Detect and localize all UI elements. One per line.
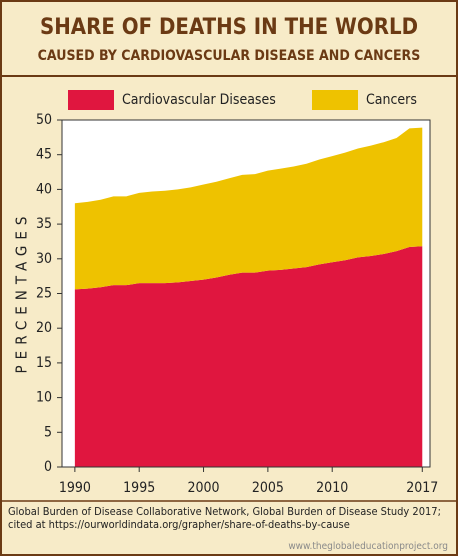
y-tick-label: 5 [44,424,52,440]
y-tick-label: 10 [36,390,52,406]
y-tick-label: 0 [44,459,52,475]
legend-swatch [68,90,114,110]
source-line: cited at https://ourworldindata.org/grap… [8,518,350,531]
y-axis-label: PERCENTAGES [13,211,31,374]
y-tick-label: 30 [36,251,52,267]
area [74,246,423,467]
chart-subtitle: CAUSED BY CARDIOVASCULAR DISEASE AND CAN… [38,48,421,64]
x-tick-label: 2010 [316,480,348,496]
source-line: Global Burden of Disease Collaborative N… [8,505,441,518]
x-tick-label: 2017 [406,480,438,496]
area [74,127,423,290]
chart-title: SHARE OF DEATHS IN THE WORLD [40,15,418,40]
website: www.theglobaleducationproject.org [288,541,448,552]
y-tick-label: 20 [36,320,52,336]
y-tick-label: 35 [36,216,52,232]
x-tick-label: 1990 [59,480,91,496]
legend-label: Cancers [366,92,417,108]
y-tick-label: 40 [36,181,52,197]
y-tick-label: 50 [36,112,52,128]
x-tick-label: 1995 [123,480,155,496]
y-tick-label: 25 [36,286,52,302]
x-tick-label: 2005 [252,480,284,496]
y-tick-label: 45 [36,147,52,163]
legend-label: Cardiovascular Diseases [122,92,276,108]
legend-swatch [312,90,358,110]
x-tick-label: 2000 [188,480,220,496]
y-tick-label: 15 [36,355,52,371]
